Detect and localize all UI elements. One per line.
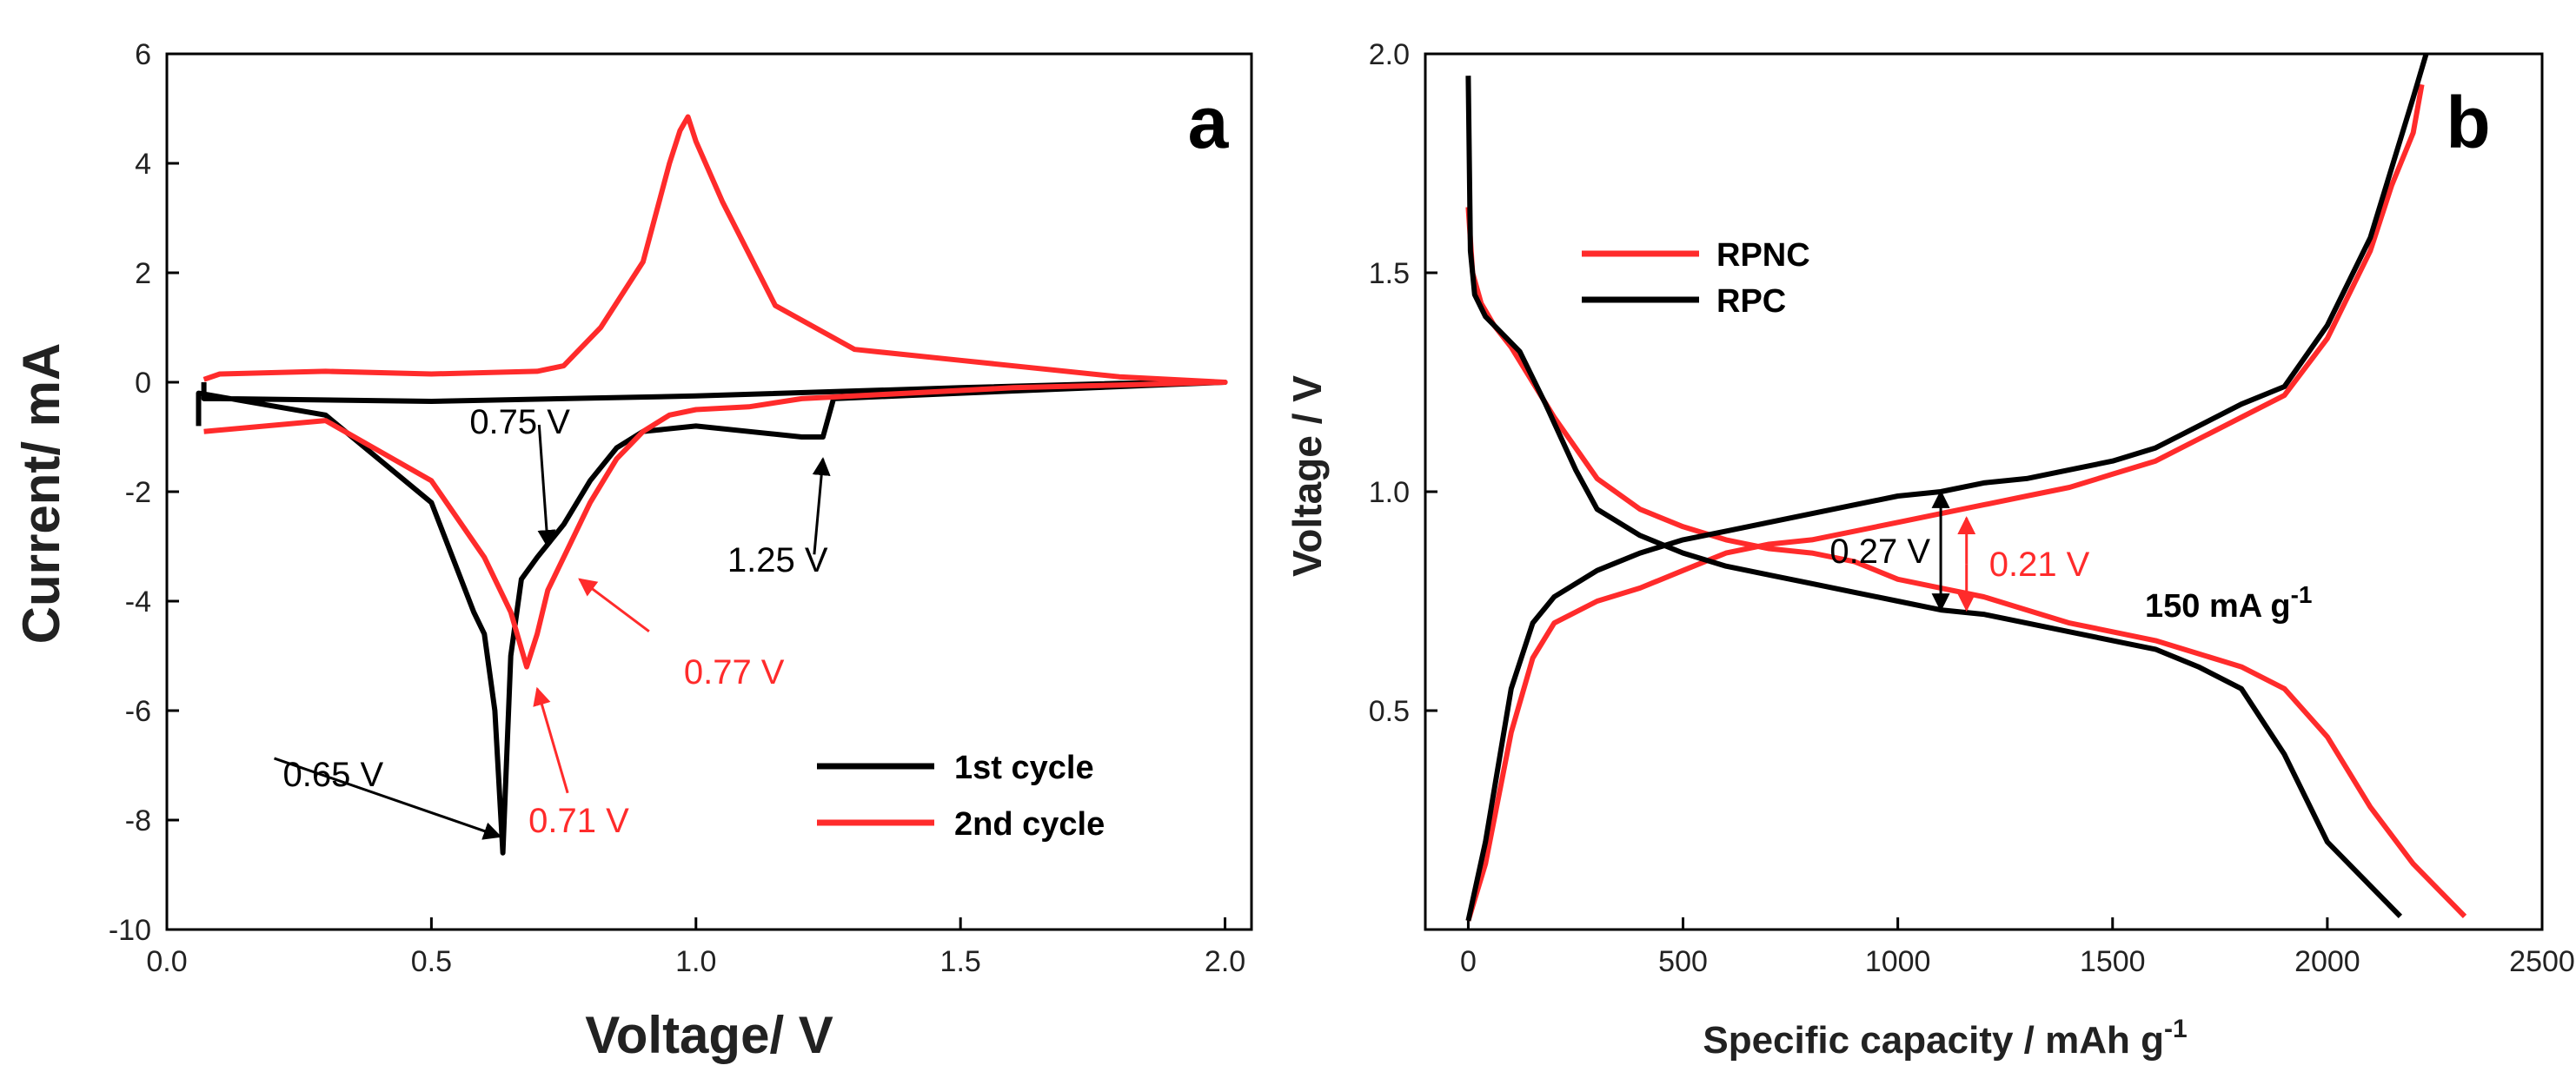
panel-a-y-axis-title: Current/ mA: [12, 343, 70, 645]
panel-a-x-tick-label: 0.0: [146, 945, 187, 978]
panel-a-annotation-arrow: [274, 757, 502, 840]
panel-a-annotation-arrow: [578, 578, 650, 632]
panel-a-annotations: 0.65 V 0.75 V 1.25 V 0.77 V 0.71 V: [274, 403, 831, 840]
panel-b-x-tick-label: 1500: [2080, 945, 2146, 978]
legend-label-rpnc: RPNC: [1716, 237, 1810, 274]
current-density-sup: -1: [2291, 581, 2313, 608]
panel-a-legend: 1st cycle 2nd cycle: [817, 750, 1105, 843]
panel-b-current-density: 150 mA g-1: [2145, 581, 2312, 625]
panel-a-annotation-arrow: [812, 457, 831, 555]
panel-a-x-tick-label: 0.5: [411, 945, 452, 978]
panel-b-x-tick-label: 500: [1658, 945, 1708, 978]
panel-a-y-tick-label: 0: [135, 367, 151, 400]
panel-b-discharge-line-rpnc: [1465, 207, 2467, 918]
panel-b-x-axis-title-text: Specific capacity / mAh g: [1703, 1019, 2164, 1062]
panel-a-x-tick-label: 1.0: [675, 945, 716, 978]
panel-b-gap-label: 0.21 V: [1989, 546, 2090, 584]
panel-a-y-tick-label: -6: [125, 695, 151, 728]
panel-b-label: b: [2446, 82, 2490, 163]
panel-a-y-tick-label: -10: [109, 914, 151, 947]
panel-a-annotation-label: 0.77 V: [684, 653, 785, 692]
panel-b-x-tick-label: 0: [1460, 945, 1477, 978]
panel-b-x-tick-label: 2500: [2509, 945, 2575, 978]
panel-a-y-tick-label: -4: [125, 586, 151, 619]
panel-a-label: a: [1188, 82, 1230, 163]
panel-b-x-axis-title: Specific capacity / mAh g-1: [1703, 1015, 2187, 1062]
panel-b-y-tick-label: 0.5: [1369, 695, 1410, 728]
panel-b-charge-line-rpnc: [1465, 83, 2425, 922]
panel-b-plot-frame: [1424, 52, 2544, 931]
panel-a-annotation-arrow: [533, 686, 569, 794]
panel-a-annotation-label: 1.25 V: [727, 541, 828, 579]
legend-label-1st-cycle: 1st cycle: [954, 750, 1094, 786]
panel-a-x-axis-title: Voltage/ V: [585, 1006, 833, 1064]
panel-b-y-tick-label: 2.0: [1369, 38, 1410, 71]
panel-a-series-line-2: [202, 114, 1228, 670]
panel-a-ticks: 0.0 0.5 1.0 1.5 2.0 6 4 2 0 -2 -4 -6 -8 -10: [109, 38, 1245, 978]
panel-b-gap-label: 0.27 V: [1829, 533, 1930, 571]
panel-b-x-axis-title-sup: -1: [2164, 1015, 2188, 1043]
panel-b-y-axis-title: Voltage / V: [1285, 375, 1330, 577]
panel-a-x-tick-label: 1.5: [940, 945, 981, 978]
panel-a-cyclic-voltammogram: 0.0 0.5 1.0 1.5 2.0 6 4 2 0 -2 -4 -6 -8 -10 0.65 V 0.7…: [12, 38, 1253, 1064]
panel-b-y-tick-label: 1.5: [1369, 257, 1410, 290]
panel-a-y-tick-label: -8: [125, 804, 151, 837]
panel-b-legend: RPNC RPC: [1582, 237, 1810, 320]
panel-b-x-tick-label: 2000: [2294, 945, 2360, 978]
panel-b-y-tick-label: 1.0: [1369, 476, 1410, 509]
panel-a-y-tick-label: -2: [125, 476, 151, 509]
legend-label-2nd-cycle: 2nd cycle: [954, 806, 1105, 843]
panel-a-annotation-arrow: [537, 424, 556, 549]
panel-a-annotation-label: 0.71 V: [528, 802, 629, 840]
panel-b-x-tick-label: 1000: [1865, 945, 1931, 978]
panel-b-ticks: 0 500 1000 1500 2000 2500 2.0 1.5 1.0 0.5: [1369, 38, 2575, 978]
panel-a-y-tick-label: 6: [135, 38, 151, 71]
panel-a-x-tick-label: 2.0: [1205, 945, 1245, 978]
panel-a-annotation-label: 0.65 V: [283, 756, 384, 794]
panel-a-annotation-label: 0.75 V: [469, 403, 570, 441]
panel-b-discharge-line-rpc: [1465, 76, 2403, 918]
panel-a-y-tick-label: 2: [135, 257, 151, 290]
panel-a-series: [196, 114, 1228, 856]
panel-b-series: [1465, 53, 2467, 922]
panel-a-plot-frame: [165, 52, 1253, 931]
legend-label-rpc: RPC: [1716, 283, 1786, 320]
panel-a-y-tick-label: 4: [135, 148, 151, 181]
panel-b-annotations: 0.27 V 0.21 V: [1829, 489, 2090, 612]
current-density-text: 150 mA g: [2145, 588, 2291, 625]
